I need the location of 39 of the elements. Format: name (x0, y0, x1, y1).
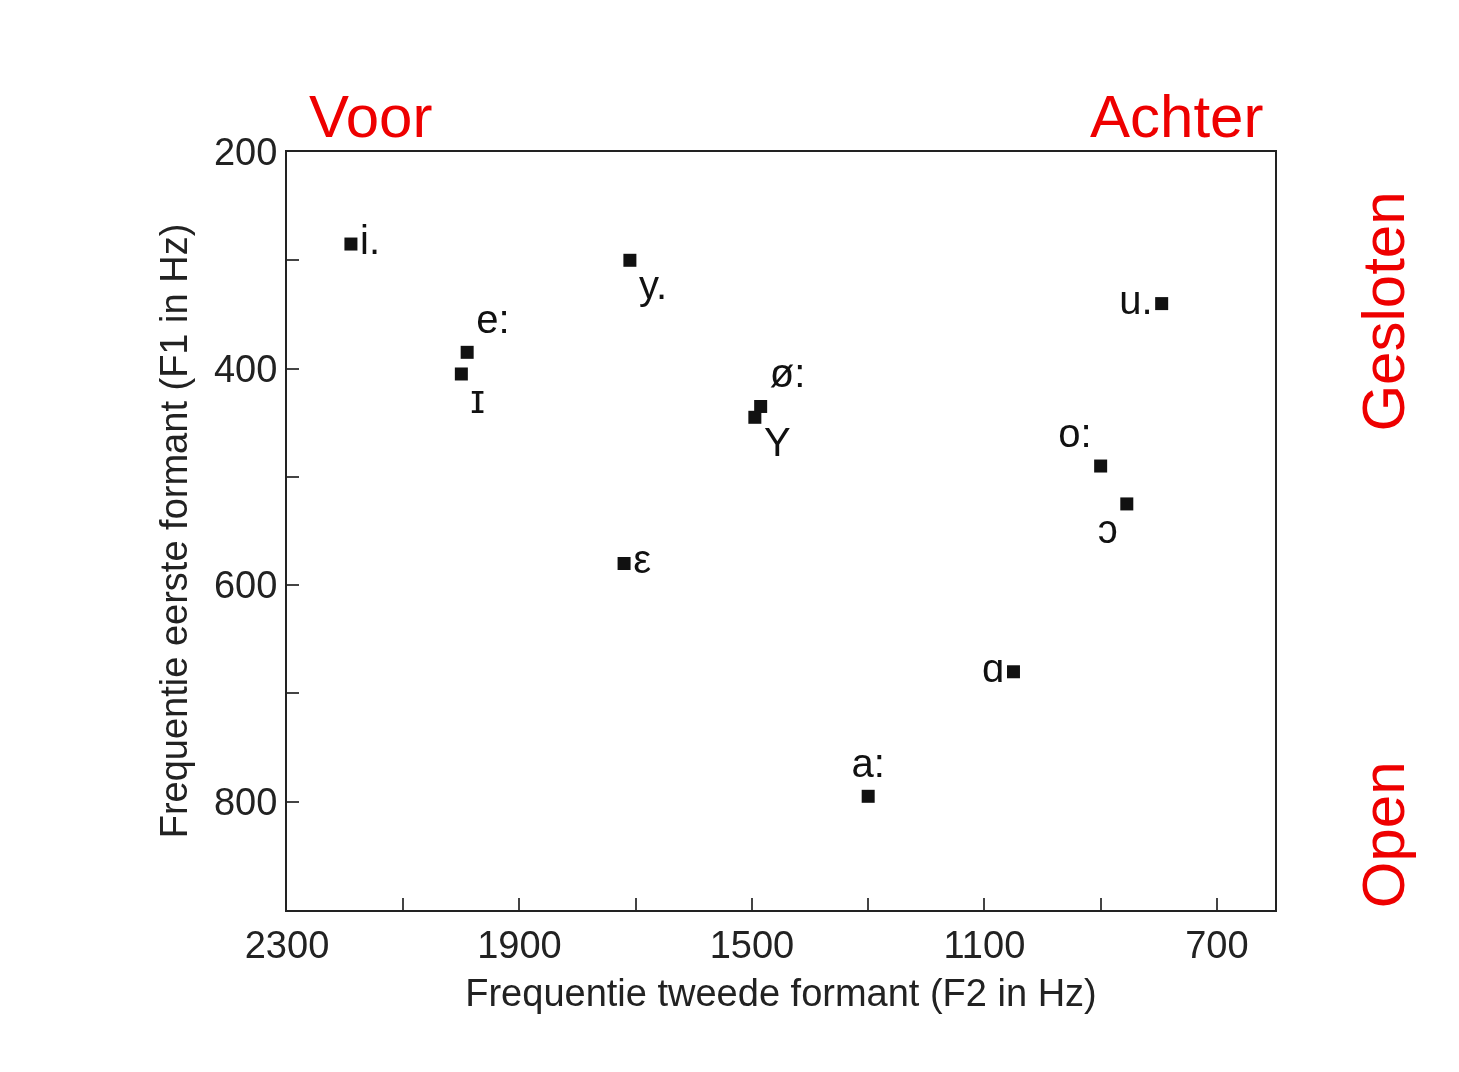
data-label: ɪ (470, 377, 485, 422)
text: Gesloten (1349, 191, 1417, 432)
data-label: y. (639, 263, 668, 308)
data-label: o: (1058, 410, 1092, 455)
x-tick-label: 1500 (709, 923, 795, 966)
point (623, 253, 637, 267)
text: Voor (309, 83, 433, 150)
y-tick-label: 800 (213, 781, 278, 824)
data-label: i. (360, 218, 381, 263)
y-tick-label: 200 (213, 131, 278, 174)
data-label: ɑ (982, 645, 1005, 690)
point (861, 789, 875, 803)
point (1006, 665, 1020, 679)
point (454, 367, 468, 381)
data-label: Y (763, 420, 791, 465)
point (1120, 497, 1134, 511)
x-tick-label: 1100 (943, 923, 1026, 966)
data-label: ɔ (1097, 507, 1118, 552)
data-label: e: (476, 297, 510, 342)
text: Open (1350, 761, 1418, 909)
x-axis-title: Frequentie tweede formant (F2 in Hz) (465, 972, 1097, 1015)
text: Achter (1090, 83, 1264, 150)
data-label: ø: (769, 351, 806, 396)
data-label: ε (633, 537, 652, 582)
data-label: a: (851, 741, 885, 786)
point (617, 556, 631, 570)
data-label: u. (1119, 277, 1153, 322)
x-tick-label: 2300 (244, 923, 330, 966)
y-tick-label: 400 (213, 347, 278, 390)
x-tick-label: 1900 (477, 923, 562, 966)
point (748, 410, 762, 424)
point (460, 345, 474, 359)
x-tick-label: 700 (1185, 923, 1249, 966)
point (754, 399, 768, 413)
point (1094, 459, 1108, 473)
y-axis-title: Frequentie eerste formant (F1 in Hz) (152, 223, 195, 839)
y-tick-label: 600 (213, 564, 278, 607)
point (344, 237, 358, 251)
point (1155, 297, 1169, 311)
